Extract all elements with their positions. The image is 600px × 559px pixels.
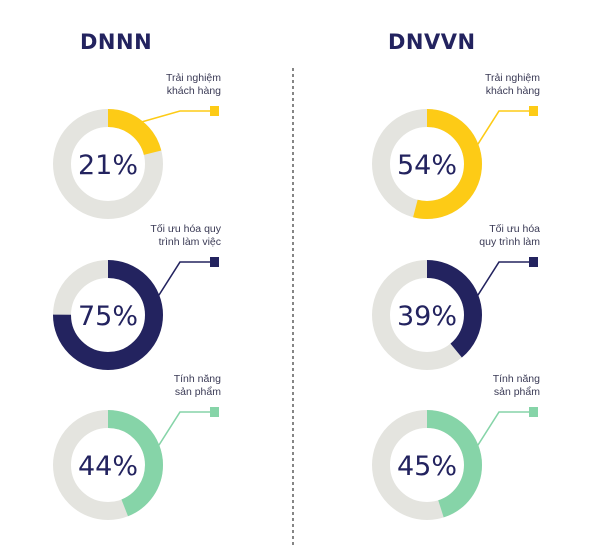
donut-label-dnvvn-1-line1: quy trình làm: [479, 236, 540, 248]
leader-marker-dnvvn-2: [529, 407, 538, 417]
donut-arc-dnnn-2: [53, 410, 163, 520]
donut-label-dnvvn-1-line0: Tối ưu hóa: [489, 223, 540, 235]
donut-label-dnvvn-2-line0: Tính năng: [493, 373, 540, 385]
leader-line-dnnn-0: [139, 110, 214, 124]
donut-label-dnnn-0-line1: khách hàng: [167, 85, 221, 97]
leader-line-dnnn-1: [156, 261, 214, 298]
donut-value-dnnn-1: 75%: [78, 301, 138, 332]
donut-label-dnnn-1-line1: trình làm việc: [159, 236, 221, 248]
donut-arc-dnvvn-2: [372, 410, 482, 520]
donut-value-dnvvn-0: 54%: [397, 150, 457, 181]
donut-value-dnnn-0: 21%: [78, 150, 138, 181]
leader-line-dnvvn-1: [475, 261, 533, 298]
leader-marker-dnnn-2: [210, 407, 219, 417]
donut-label-dnvvn-2-line1: sản phẩm: [494, 386, 540, 398]
donut-value-dnvvn-1: 39%: [397, 301, 457, 332]
donut-label-dnvvn-0-line0: Trải nghiệm: [485, 72, 540, 84]
donut-arc-dnvvn-0: [372, 109, 482, 219]
donut-value-dnnn-2: 44%: [78, 451, 138, 482]
leader-marker-dnvvn-1: [529, 257, 538, 267]
leader-marker-dnnn-0: [210, 106, 219, 116]
donut-arc-dnvvn-1: [372, 260, 482, 370]
donut-label-dnnn-2-line0: Tính năng: [174, 373, 221, 385]
leader-marker-dnnn-1: [210, 257, 219, 267]
donut-value-dnvvn-2: 45%: [397, 451, 457, 482]
group-title-dnvvn: DNVVN: [388, 30, 476, 54]
leader-marker-dnvvn-0: [529, 106, 538, 116]
donut-arc-dnnn-1: [53, 260, 163, 370]
donut-label-dnvvn-0-line1: khách hàng: [486, 85, 540, 97]
donut-arc-dnnn-0: [53, 109, 163, 219]
donut-label-dnnn-0-line0: Trải nghiệm: [166, 72, 221, 84]
leader-line-dnvvn-2: [475, 411, 533, 448]
leader-line-dnvvn-0: [475, 110, 533, 147]
group-title-dnnn: DNNN: [80, 30, 153, 54]
donut-label-dnnn-2-line1: sản phẩm: [175, 386, 221, 398]
leader-line-dnnn-2: [156, 411, 214, 448]
donut-label-dnnn-1-line0: Tối ưu hóa quy: [150, 223, 221, 235]
